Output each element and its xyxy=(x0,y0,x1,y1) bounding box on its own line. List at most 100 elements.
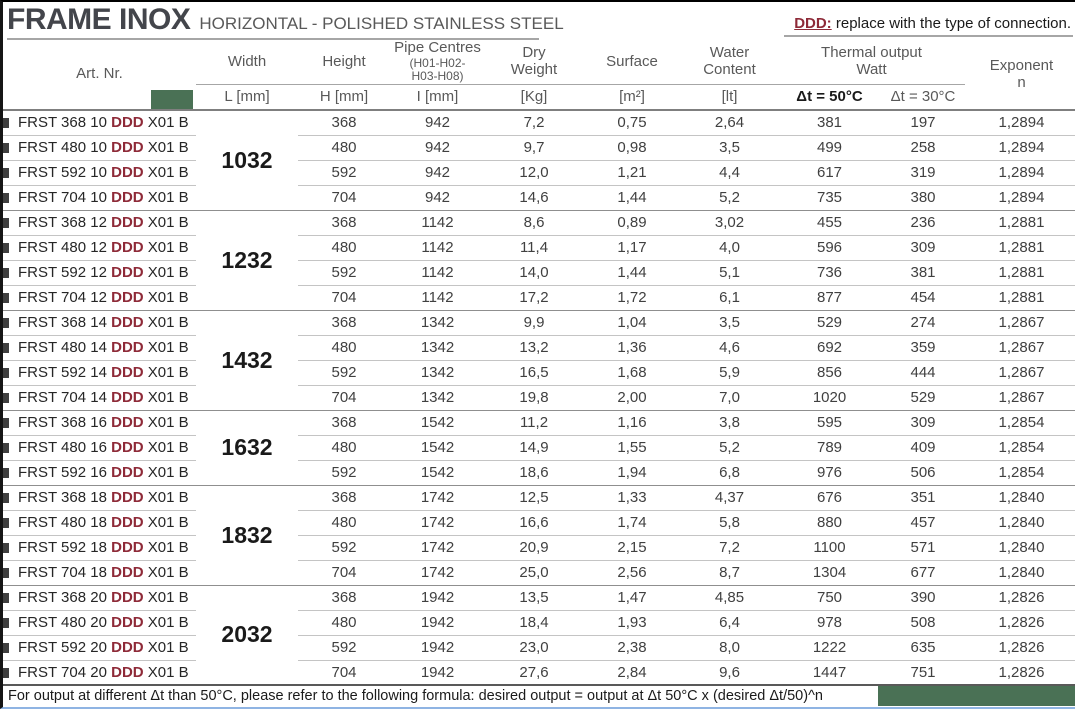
thermal-output-50-value: 976 xyxy=(778,460,881,486)
thermal-output-50-value: 880 xyxy=(778,510,881,536)
dry-weight-value: 12,5 xyxy=(485,485,583,511)
exponent-sublabel: n xyxy=(1017,73,1026,91)
water-content-value: 9,6 xyxy=(681,660,778,686)
art-nr-prefix: FRST 704 10 xyxy=(18,189,112,206)
art-nr-cell: FRST 704 20 DDD X01 B xyxy=(3,660,196,686)
table-row: FRST 368 12 DDD X01 B 1232 368 1142 8,6 0,89 3… xyxy=(3,210,1075,311)
thermal-output-50-value: 499 xyxy=(778,135,881,161)
dry-weight-value: 13,2 xyxy=(485,335,583,361)
water-content-value: 2,64 xyxy=(681,110,778,136)
thermal-output-30-value: 197 xyxy=(881,110,965,136)
row-marker-icon xyxy=(3,467,9,478)
exponent-value: 1,2854 xyxy=(965,460,1075,486)
exponent-value: 1,2881 xyxy=(965,210,1075,236)
row-marker-icon xyxy=(3,492,9,503)
dry-weight-value: 13,5 xyxy=(485,585,583,611)
thermal-output-50-value: 735 xyxy=(778,185,881,211)
water-content-value: 5,9 xyxy=(681,360,778,386)
pipe-centres-value: 1342 xyxy=(390,310,485,336)
thermal-output-30-value: 635 xyxy=(881,635,965,661)
width-group-cell: 1232 xyxy=(196,210,298,311)
height-value: 480 xyxy=(298,610,390,636)
water-content-value: 6,1 xyxy=(681,285,778,311)
unit-delta-t-50: Δt = 50°C xyxy=(778,84,881,111)
height-value: 480 xyxy=(298,435,390,461)
pipe-centres-value: 1742 xyxy=(390,560,485,586)
table-row: FRST 480 10 DDD X01 B 480 942 9,7 0,98 3,5 499… xyxy=(3,135,1075,161)
art-nr-ddd-token: DDD xyxy=(111,314,144,331)
row-marker-icon xyxy=(3,267,9,278)
pipe-centres-value: 1342 xyxy=(390,360,485,386)
art-nr-cell: FRST 592 14 DDD X01 B xyxy=(3,360,196,386)
row-marker-icon xyxy=(3,442,9,453)
thermal-output-50-value: 595 xyxy=(778,410,881,436)
exponent-value: 1,2867 xyxy=(965,335,1075,361)
width-group-cell: 1432 xyxy=(196,310,298,411)
dry-weight-value: 18,6 xyxy=(485,460,583,486)
table-row: FRST 480 12 DDD X01 B 480 1142 11,4 1,17 4,0 5… xyxy=(3,235,1075,261)
height-value: 704 xyxy=(298,560,390,586)
col-header-height: Height xyxy=(298,40,390,85)
surface-value: 1,17 xyxy=(583,235,681,261)
art-nr-suffix: X01 B xyxy=(143,389,189,406)
unit-pipe: I [mm] xyxy=(390,84,485,111)
row-marker-icon xyxy=(3,118,9,128)
art-nr-cell: FRST 592 10 DDD X01 B xyxy=(3,160,196,186)
surface-value: 2,15 xyxy=(583,535,681,561)
surface-value: 2,00 xyxy=(583,385,681,411)
table-row: FRST 368 16 DDD X01 B 1632 368 1542 11,2 1,16… xyxy=(3,410,1075,486)
height-value: 704 xyxy=(298,385,390,411)
thermal-output-30-value: 571 xyxy=(881,535,965,561)
water-content-value: 3,8 xyxy=(681,410,778,436)
water-content-value: 8,0 xyxy=(681,635,778,661)
thermal-output-50-value: 617 xyxy=(778,160,881,186)
pipe-centres-value: 1742 xyxy=(390,535,485,561)
art-nr-ddd-token: DDD xyxy=(111,489,144,506)
header-row-units: L [mm] H [mm] I [mm] [Kg] [m²] [lt] Δt =… xyxy=(3,84,1075,111)
thermal-output-50-value: 789 xyxy=(778,435,881,461)
table-row: FRST 368 14 DDD X01 B 1432 368 1342 9,9 1,04 3… xyxy=(3,310,1075,411)
height-value: 592 xyxy=(298,160,390,186)
dry-weight-label: Dry Weight xyxy=(510,44,558,78)
art-nr-cell: FRST 704 14 DDD X01 B xyxy=(3,385,196,411)
row-marker-icon xyxy=(3,542,9,553)
pipe-centres-value: 1342 xyxy=(390,335,485,361)
height-value: 704 xyxy=(298,185,390,211)
table-row: FRST 592 18 DDD X01 B 592 1742 20,9 2,15 7,2 1… xyxy=(3,535,1075,561)
height-value: 368 xyxy=(298,585,390,611)
table-row: FRST 704 12 DDD X01 B 704 1142 17,2 1,72 6,1 8… xyxy=(3,285,1075,311)
water-content-value: 6,4 xyxy=(681,610,778,636)
art-nr-prefix: FRST 592 12 xyxy=(18,264,112,281)
height-value: 368 xyxy=(298,410,390,436)
art-nr-ddd-token: DDD xyxy=(111,514,144,531)
row-marker-icon xyxy=(3,192,9,203)
pipe-centres-label: Pipe Centres xyxy=(394,39,481,57)
thermal-output-30-value: 390 xyxy=(881,585,965,611)
art-nr-ddd-token: DDD xyxy=(111,439,144,456)
art-nr-suffix: X01 B xyxy=(143,289,189,306)
water-content-label: Water Content xyxy=(703,44,756,78)
water-content-value: 7,0 xyxy=(681,385,778,411)
footer-bar: For output at different Δt than 50°C, pl… xyxy=(3,686,1075,706)
thermal-output-50-value: 596 xyxy=(778,235,881,261)
art-nr-prefix: FRST 592 20 xyxy=(18,639,112,656)
pipe-centres-value: 1742 xyxy=(390,510,485,536)
pipe-centres-value: 1542 xyxy=(390,435,485,461)
thermal-output-50-value: 1447 xyxy=(778,660,881,686)
pipe-centres-value: 1942 xyxy=(390,610,485,636)
surface-value: 1,21 xyxy=(583,160,681,186)
water-content-value: 5,2 xyxy=(681,435,778,461)
art-nr-ddd-token: DDD xyxy=(111,464,144,481)
water-content-value: 5,1 xyxy=(681,260,778,286)
height-value: 480 xyxy=(298,135,390,161)
dry-weight-value: 23,0 xyxy=(485,635,583,661)
connection-note: DDD: replace with the type of connection… xyxy=(784,15,1073,37)
thermal-output-label: Thermal output Watt xyxy=(821,44,922,78)
art-nr-cell: FRST 480 12 DDD X01 B xyxy=(3,235,196,261)
art-nr-cell: FRST 592 20 DDD X01 B xyxy=(3,635,196,661)
unit-water: [lt] xyxy=(681,84,778,111)
art-nr-suffix: X01 B xyxy=(143,439,189,456)
art-nr-prefix: FRST 592 14 xyxy=(18,364,112,381)
table-body: FRST 368 10 DDD X01 B 1032 368 942 7,2 0,75 2,… xyxy=(3,110,1075,686)
